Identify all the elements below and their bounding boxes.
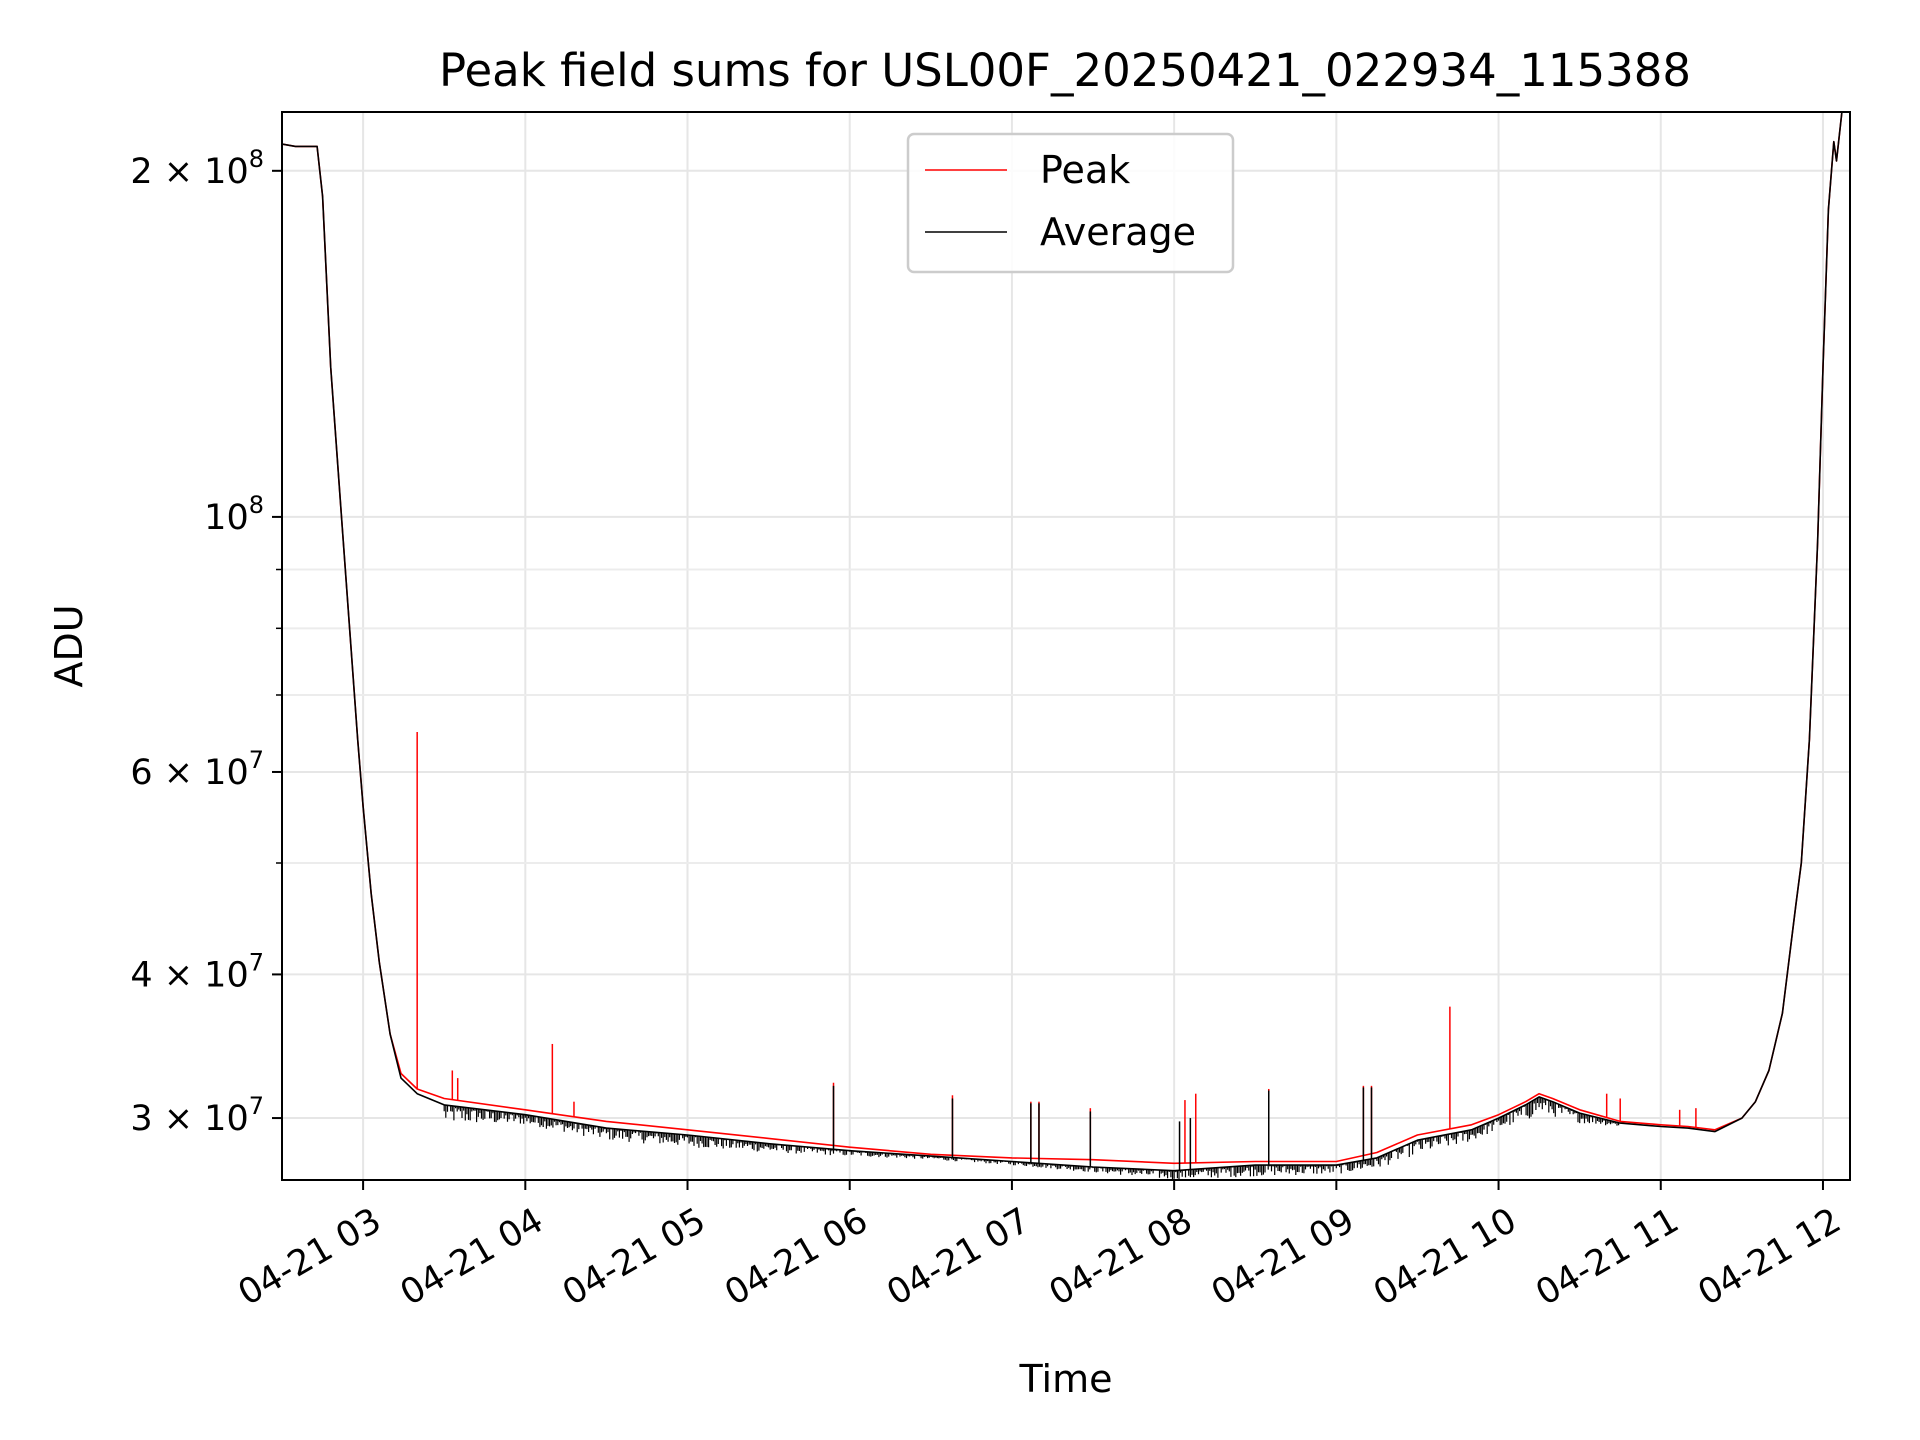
y-axis-ticks: 3 × 107 4 × 107 6 × 107 108 2 × 108 bbox=[130, 145, 282, 1139]
series-average bbox=[282, 112, 1843, 1172]
x-axis-label: Time bbox=[1019, 1357, 1113, 1401]
legend-label-peak: Peak bbox=[1040, 148, 1130, 192]
y-tick-label: 4 × 107 bbox=[130, 948, 264, 995]
y-tick-label: 3 × 107 bbox=[130, 1092, 264, 1139]
legend-label-average: Average bbox=[1040, 210, 1196, 254]
y-axis-label: ADU bbox=[47, 604, 91, 687]
y-tick-label: 2 × 108 bbox=[130, 145, 264, 192]
y-tick-label: 6 × 107 bbox=[130, 746, 264, 793]
chart-title: Peak field sums for USL00F_20250421_0229… bbox=[439, 44, 1691, 97]
legend: Peak Average bbox=[906, 132, 1235, 274]
plot-frame bbox=[281, 111, 1851, 1181]
legend-box bbox=[906, 132, 1235, 274]
y-tick-label: 108 bbox=[204, 491, 264, 538]
plot-data bbox=[282, 112, 1843, 1180]
